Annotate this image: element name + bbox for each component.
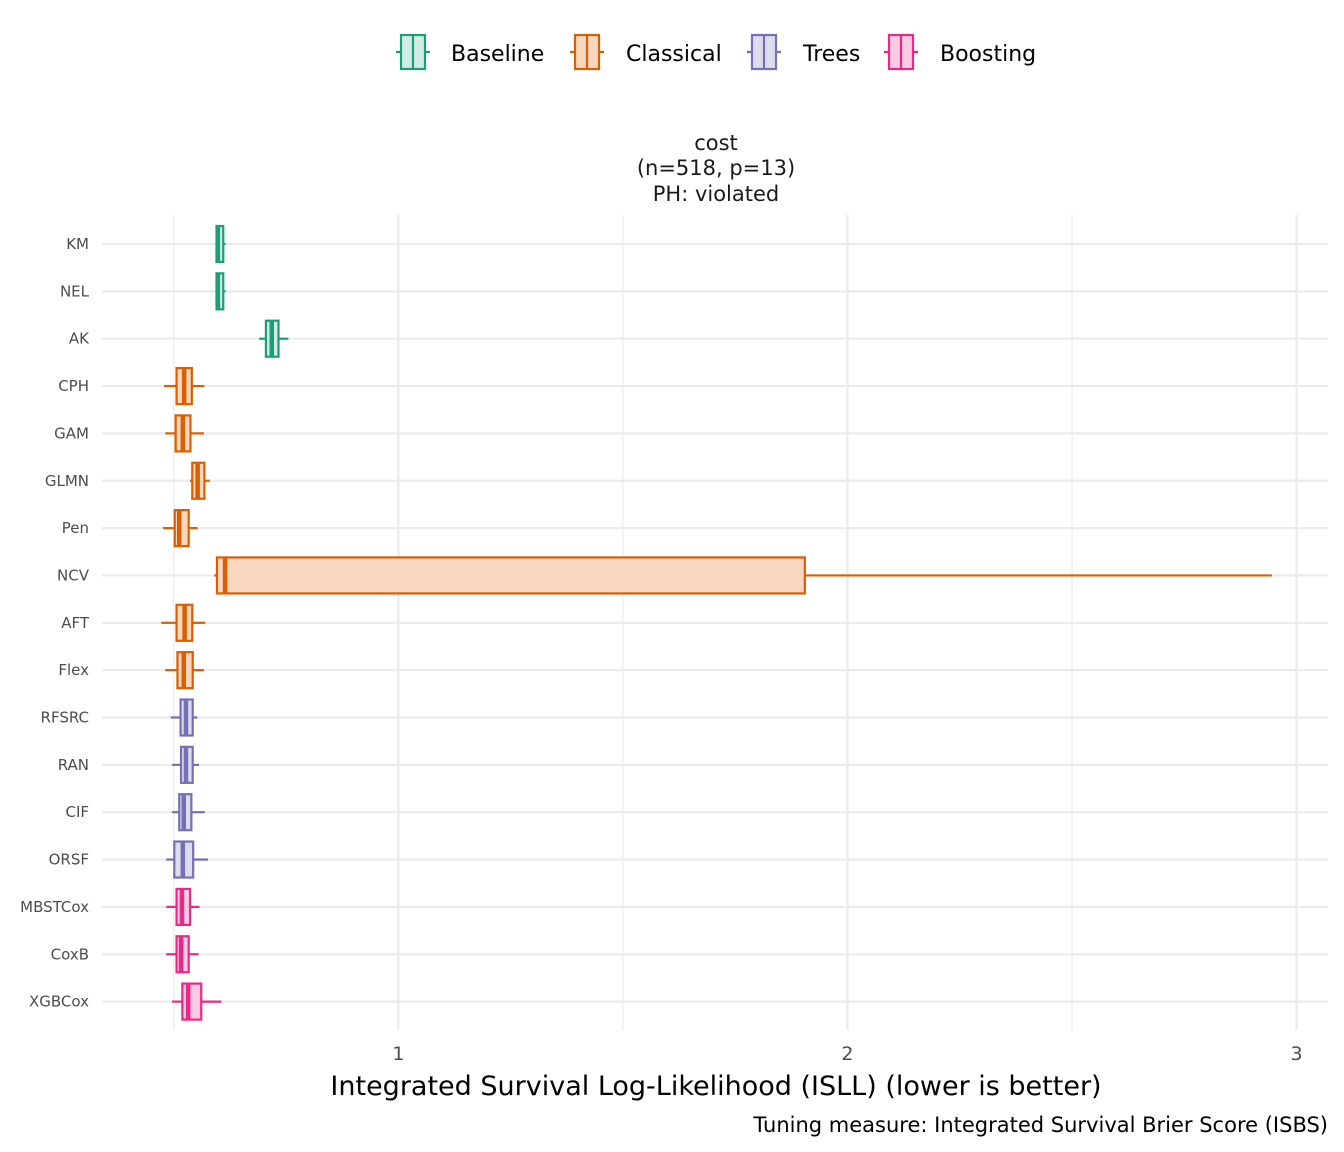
x-axis-tick-labels: 1 2 3 xyxy=(392,1043,1302,1065)
box-ran xyxy=(172,745,200,784)
y-tick-label: NCV xyxy=(57,566,90,584)
legend-label-trees: Trees xyxy=(802,42,860,67)
gridlines xyxy=(102,215,1328,1030)
box-xgbcox xyxy=(172,982,222,1021)
legend-label-baseline: Baseline xyxy=(451,42,544,67)
y-tick-label: GLMN xyxy=(45,472,89,490)
box-glmn xyxy=(190,461,210,500)
box-pen xyxy=(163,509,198,548)
boxplot-series xyxy=(161,224,1272,1021)
y-tick-label: Pen xyxy=(62,519,89,537)
y-tick-label: ORSF xyxy=(49,851,89,869)
y-tick-label: KM xyxy=(66,235,89,253)
box-nel xyxy=(215,272,226,311)
box-ncv xyxy=(214,556,1272,595)
y-tick-label: AFT xyxy=(61,614,90,632)
legend-key-boosting xyxy=(884,33,918,71)
y-tick-label: CPH xyxy=(58,377,89,395)
y-tick-label: RAN xyxy=(58,756,89,774)
facet-title-line-2: (n=518, p=13) xyxy=(637,156,795,180)
y-tick-label: NEL xyxy=(60,282,90,300)
box-rfsrc xyxy=(170,698,198,737)
legend: Baseline Classical Trees Boosting xyxy=(396,33,1036,71)
box-orsf xyxy=(166,840,208,879)
y-tick-label: Flex xyxy=(58,661,89,679)
legend-key-baseline xyxy=(396,33,430,71)
box-aft xyxy=(161,603,206,642)
y-axis-tick-labels: KM NEL AK CPH GAM GLMN Pen NCV AFT Flex RFSRC RAN CI… xyxy=(20,235,90,1011)
legend-key-classical xyxy=(570,33,604,71)
facet-title-line-3: PH: violated xyxy=(653,182,780,206)
box-gam xyxy=(165,414,204,453)
box-ak xyxy=(259,319,289,358)
x-tick-label: 2 xyxy=(841,1043,853,1065)
legend-key-trees xyxy=(747,33,781,71)
chart-caption: Tuning measure: Integrated Survival Brie… xyxy=(752,1113,1328,1137)
facet-title-line-1: cost xyxy=(694,131,738,155)
box-cif xyxy=(172,793,205,832)
box-coxb xyxy=(166,935,199,974)
legend-label-boosting: Boosting xyxy=(940,42,1036,67)
box-flex xyxy=(165,651,204,690)
box-iqr xyxy=(173,509,190,548)
box-km xyxy=(215,224,226,264)
y-tick-label: CoxB xyxy=(51,945,89,963)
y-tick-label: RFSRC xyxy=(41,709,89,727)
x-tick-label: 1 xyxy=(392,1043,404,1065)
box-mbstcox xyxy=(166,887,200,927)
y-tick-label: MBSTCox xyxy=(20,898,89,916)
x-axis-label: Integrated Survival Log-Likelihood (ISLL… xyxy=(330,1071,1101,1102)
legend-label-classical: Classical xyxy=(626,42,722,67)
y-tick-label: AK xyxy=(69,330,90,348)
y-tick-label: XGBCox xyxy=(29,993,89,1011)
box-iqr xyxy=(181,982,203,1021)
y-tick-label: CIF xyxy=(65,803,89,821)
box-iqr xyxy=(215,556,806,595)
x-tick-label: 3 xyxy=(1291,1043,1303,1065)
y-tick-label: GAM xyxy=(54,424,89,442)
box-cph xyxy=(163,366,205,406)
